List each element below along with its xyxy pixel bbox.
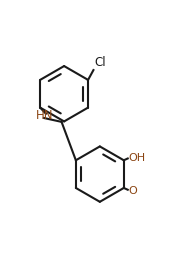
Text: Cl: Cl [94, 56, 106, 69]
Text: O: O [129, 186, 137, 196]
Text: OH: OH [129, 153, 146, 163]
Text: HN: HN [36, 109, 53, 122]
